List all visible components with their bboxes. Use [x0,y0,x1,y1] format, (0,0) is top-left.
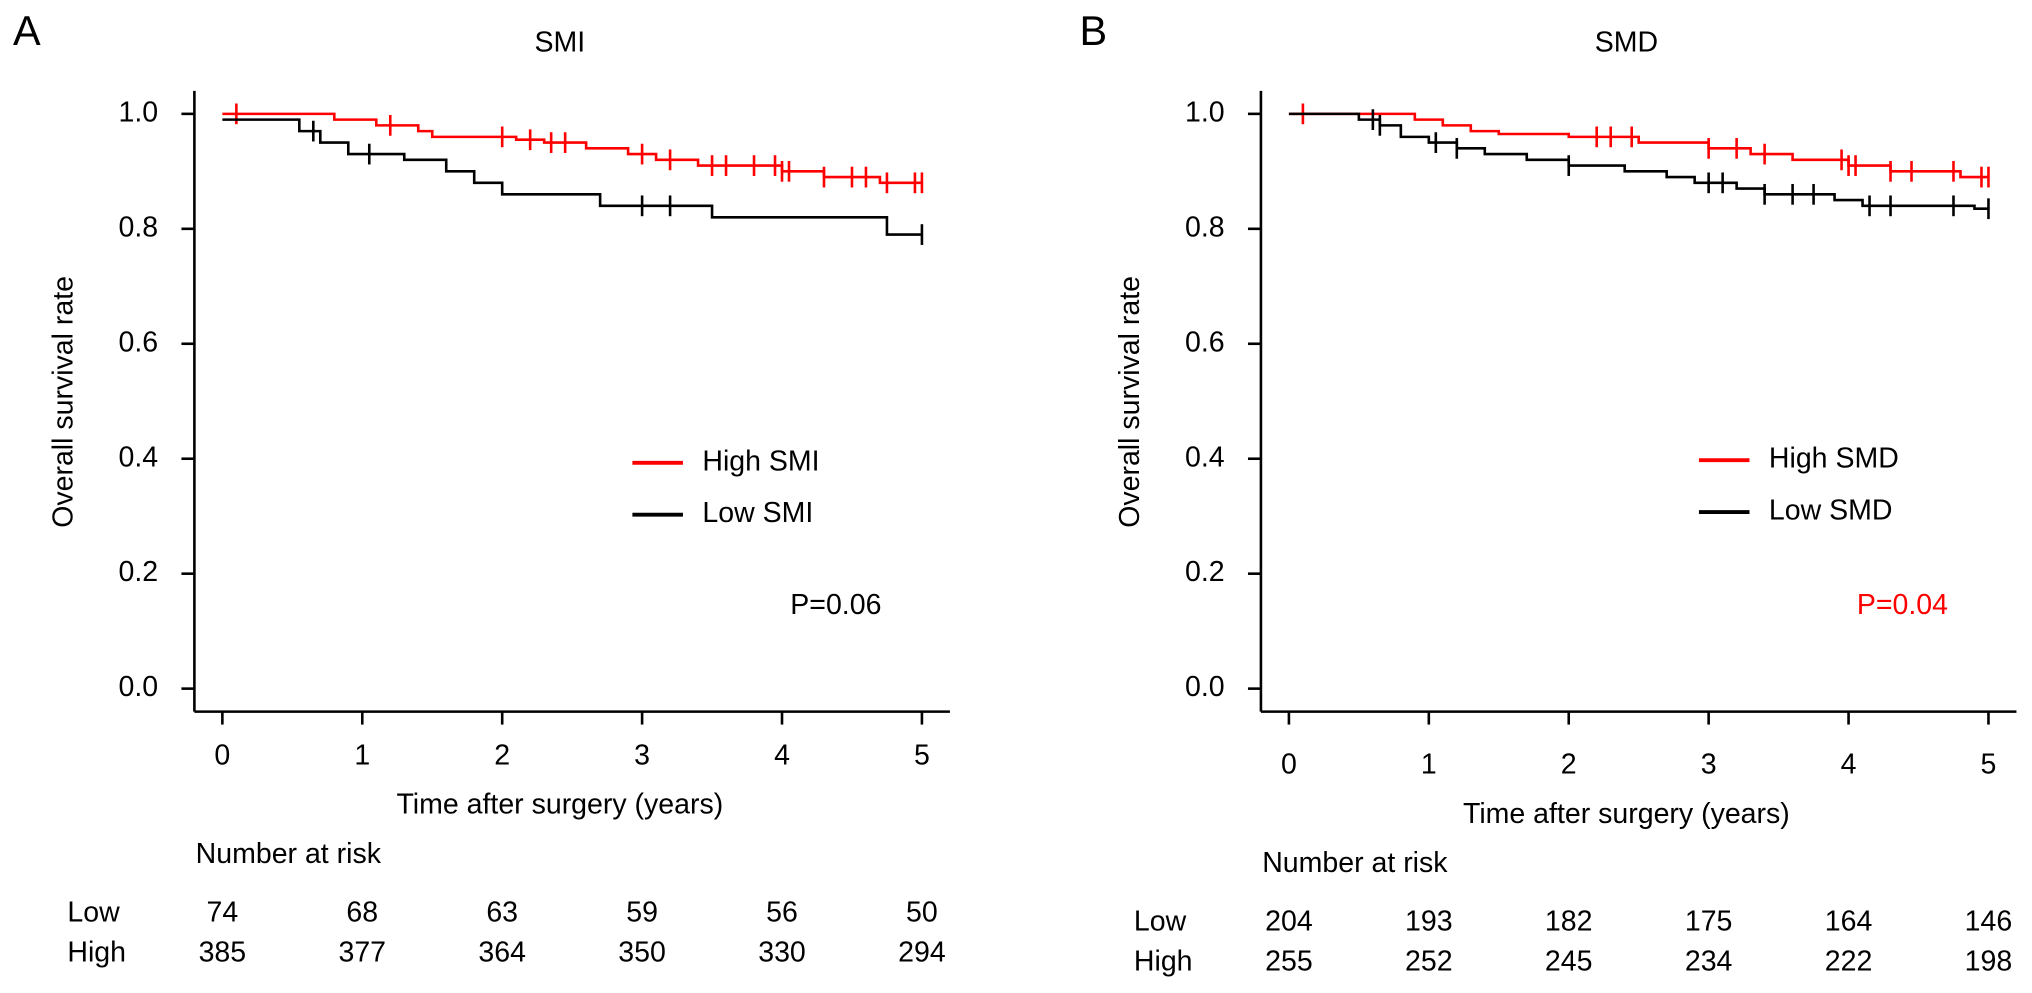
panel-label: B [1080,7,1108,54]
x-axis-label: Time after surgery (years) [396,789,723,821]
risk-count: 222 [1825,946,1873,978]
risk-row-label: Low [67,896,120,928]
legend-label: Low SMD [1769,495,1893,527]
y-tick-label: 0.6 [118,326,158,358]
y-tick-label: 0.4 [118,441,158,473]
y-axis-label: Overall survival rate [47,276,79,528]
risk-title: Number at risk [1262,847,1448,879]
legend-label: High SMD [1769,443,1899,475]
x-tick-label: 4 [774,740,790,772]
survival-curve [1288,112,1989,210]
risk-count: 377 [338,936,386,968]
risk-count: 146 [1965,905,2013,937]
risk-count: 175 [1685,905,1733,937]
x-tick-label: 0 [214,740,230,772]
x-tick-label: 3 [1701,749,1717,781]
risk-count: 330 [758,936,806,968]
x-tick-label: 2 [494,740,510,772]
y-tick-label: 0.0 [1185,671,1225,703]
panel-label: A [13,7,41,54]
y-tick-label: 1.0 [1185,96,1225,128]
y-tick-label: 0.6 [1185,326,1225,358]
p-value: P=0.06 [790,589,881,621]
risk-title: Number at risk [196,838,382,870]
y-tick-label: 0.0 [118,671,158,703]
x-tick-label: 4 [1841,749,1857,781]
y-tick-label: 0.8 [118,211,158,243]
risk-count: 56 [766,896,798,928]
risk-count: 294 [898,936,946,968]
y-tick-label: 0.4 [1185,441,1225,473]
survival-curve [222,112,922,185]
risk-row-label: Low [1134,905,1187,937]
y-tick-label: 1.0 [118,96,158,128]
risk-row-label: High [1134,946,1193,978]
x-tick-label: 1 [1421,749,1437,781]
risk-count: 234 [1685,946,1733,978]
risk-row-label: High [67,936,126,968]
risk-count: 350 [618,936,666,968]
y-tick-label: 0.2 [1185,556,1225,588]
risk-count: 245 [1545,946,1593,978]
risk-count: 193 [1405,905,1453,937]
risk-count: 50 [906,896,938,928]
risk-count: 59 [626,896,658,928]
risk-count: 182 [1545,905,1593,937]
risk-count: 385 [199,936,247,968]
legend-label: High SMI [702,445,819,477]
survival-curve [1288,112,1989,179]
risk-count: 255 [1265,946,1313,978]
y-tick-label: 0.2 [118,556,158,588]
chart-title: SMI [535,27,586,59]
risk-count: 204 [1265,905,1313,937]
x-tick-label: 5 [914,740,930,772]
legend-label: Low SMI [702,497,813,529]
risk-count: 364 [478,936,526,968]
survival-curve [222,118,922,236]
y-axis-label: Overall survival rate [1114,276,1146,528]
y-tick-label: 0.8 [1185,211,1225,243]
risk-count: 252 [1405,946,1453,978]
x-tick-label: 1 [354,740,370,772]
x-tick-label: 0 [1281,749,1297,781]
x-axis-label: Time after surgery (years) [1463,798,1790,830]
x-tick-label: 2 [1561,749,1577,781]
risk-count: 164 [1825,905,1873,937]
chart-title: SMD [1595,27,1658,59]
p-value: P=0.04 [1857,589,1948,621]
risk-count: 74 [207,896,239,928]
risk-count: 198 [1965,946,2013,978]
x-tick-label: 3 [634,740,650,772]
x-tick-label: 5 [1981,749,1997,781]
risk-count: 63 [486,896,518,928]
risk-count: 68 [346,896,378,928]
